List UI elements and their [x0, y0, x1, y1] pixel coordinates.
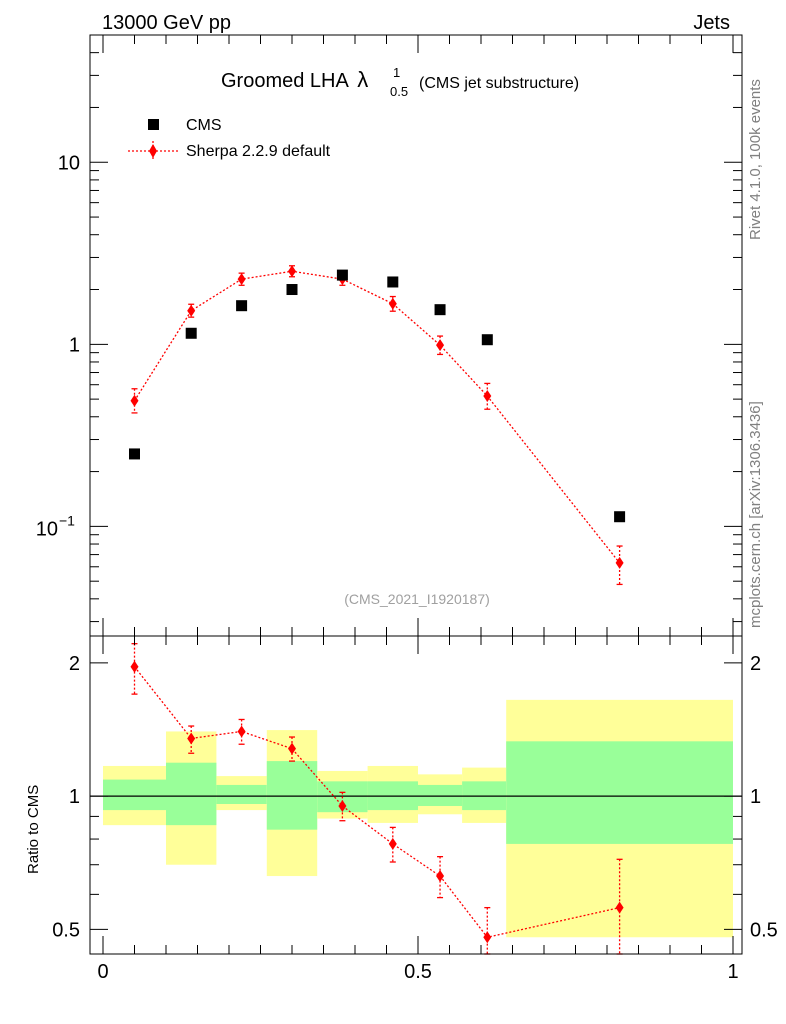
ratio-ytick-label-left: 1	[69, 786, 80, 808]
mc-point	[237, 273, 246, 286]
ratio-mc-line	[133, 666, 620, 938]
rivet-label: Rivet 4.1.0, 100k events	[747, 79, 764, 240]
data-point	[185, 327, 197, 339]
mc-line	[133, 270, 621, 564]
ratio-mc-point	[187, 732, 196, 745]
ratio-band-inner	[166, 762, 217, 826]
chart-title-suffix: (CMS jet substructure)	[419, 75, 579, 92]
category-label: Jets	[693, 12, 730, 34]
main-ytick-label-exp: −1	[59, 512, 75, 528]
ratio-mc-point	[130, 660, 139, 673]
ratio-mc-point	[615, 901, 624, 914]
legend-cms-marker	[148, 119, 159, 130]
ratio-ytick-label-right: 1	[750, 786, 761, 808]
legend-cms-label: CMS	[186, 117, 222, 134]
mc-point	[187, 304, 196, 317]
ratio-mc-point	[388, 837, 397, 850]
ratio-ylabel: Ratio to CMS	[25, 785, 42, 874]
data-point	[387, 276, 399, 288]
mc-point	[388, 297, 397, 310]
ratio-xtick-label: 1	[727, 961, 738, 983]
main-ytick-label: 10	[58, 152, 80, 174]
data-point	[236, 300, 248, 312]
legend-sherpa-marker	[149, 144, 157, 158]
ratio-mc-point	[288, 742, 296, 755]
main-ytick-label: 1	[69, 334, 80, 356]
mc-point	[288, 265, 296, 278]
ratio-ytick-label-left: 2	[69, 653, 80, 675]
ratio-xtick-label: 0	[97, 961, 108, 983]
ratio-mc-point	[483, 931, 492, 944]
chart-title-sup: 1	[393, 65, 400, 80]
ratio-band-inner	[103, 779, 166, 811]
chart-title-sub: 0.5	[390, 84, 408, 99]
mc-point	[483, 390, 492, 403]
main-plot-area	[129, 265, 626, 586]
ratio-frame	[89, 635, 743, 955]
ratio-band-inner	[216, 784, 267, 804]
ratio-band-inner	[418, 784, 463, 807]
ratio-mc-point	[436, 870, 445, 883]
ratio-ytick-label-right: 0.5	[750, 919, 778, 941]
analysis-id: (CMS_2021_I1920187)	[344, 591, 490, 607]
site-label: mcplots.cern.ch [arXiv:1306.3436]	[747, 401, 764, 628]
data-point	[614, 511, 626, 523]
ratio-plot-area	[90, 643, 742, 955]
ratio-xtick-label: 0.5	[404, 961, 432, 983]
ratio-band-inner	[266, 761, 318, 830]
ratio-mc-point	[237, 725, 246, 738]
chart-title-text: Groomed LHA	[221, 70, 349, 92]
ratio-band-inner	[506, 741, 733, 844]
mc-point	[615, 556, 624, 569]
ratio-ticks: 2 2 1 1 0.5 0.5 0 0.5 1	[52, 636, 778, 983]
chart-title-symbol: λ	[357, 67, 368, 92]
data-point	[336, 269, 348, 281]
data-point	[286, 284, 298, 296]
data-point	[481, 334, 493, 346]
legend: CMS Sherpa 2.2.9 default	[128, 117, 331, 161]
ratio-mc-point	[338, 800, 347, 813]
legend-sherpa-label: Sherpa 2.2.9 default	[186, 143, 331, 160]
main-ytick-label-base: 10	[36, 518, 58, 540]
ratio-ytick-label-left: 0.5	[52, 919, 80, 941]
mc-point	[436, 339, 445, 352]
data-point	[129, 448, 140, 460]
chart-title: Groomed LHA λ	[221, 67, 368, 92]
energy-label: 13000 GeV pp	[102, 12, 231, 34]
ratio-panel: 2 2 1 1 0.5 0.5 0 0.5 1 Ratio to CMS	[25, 635, 778, 983]
mc-point	[130, 394, 139, 407]
data-point	[434, 304, 446, 316]
ratio-ytick-label-right: 2	[750, 653, 761, 675]
